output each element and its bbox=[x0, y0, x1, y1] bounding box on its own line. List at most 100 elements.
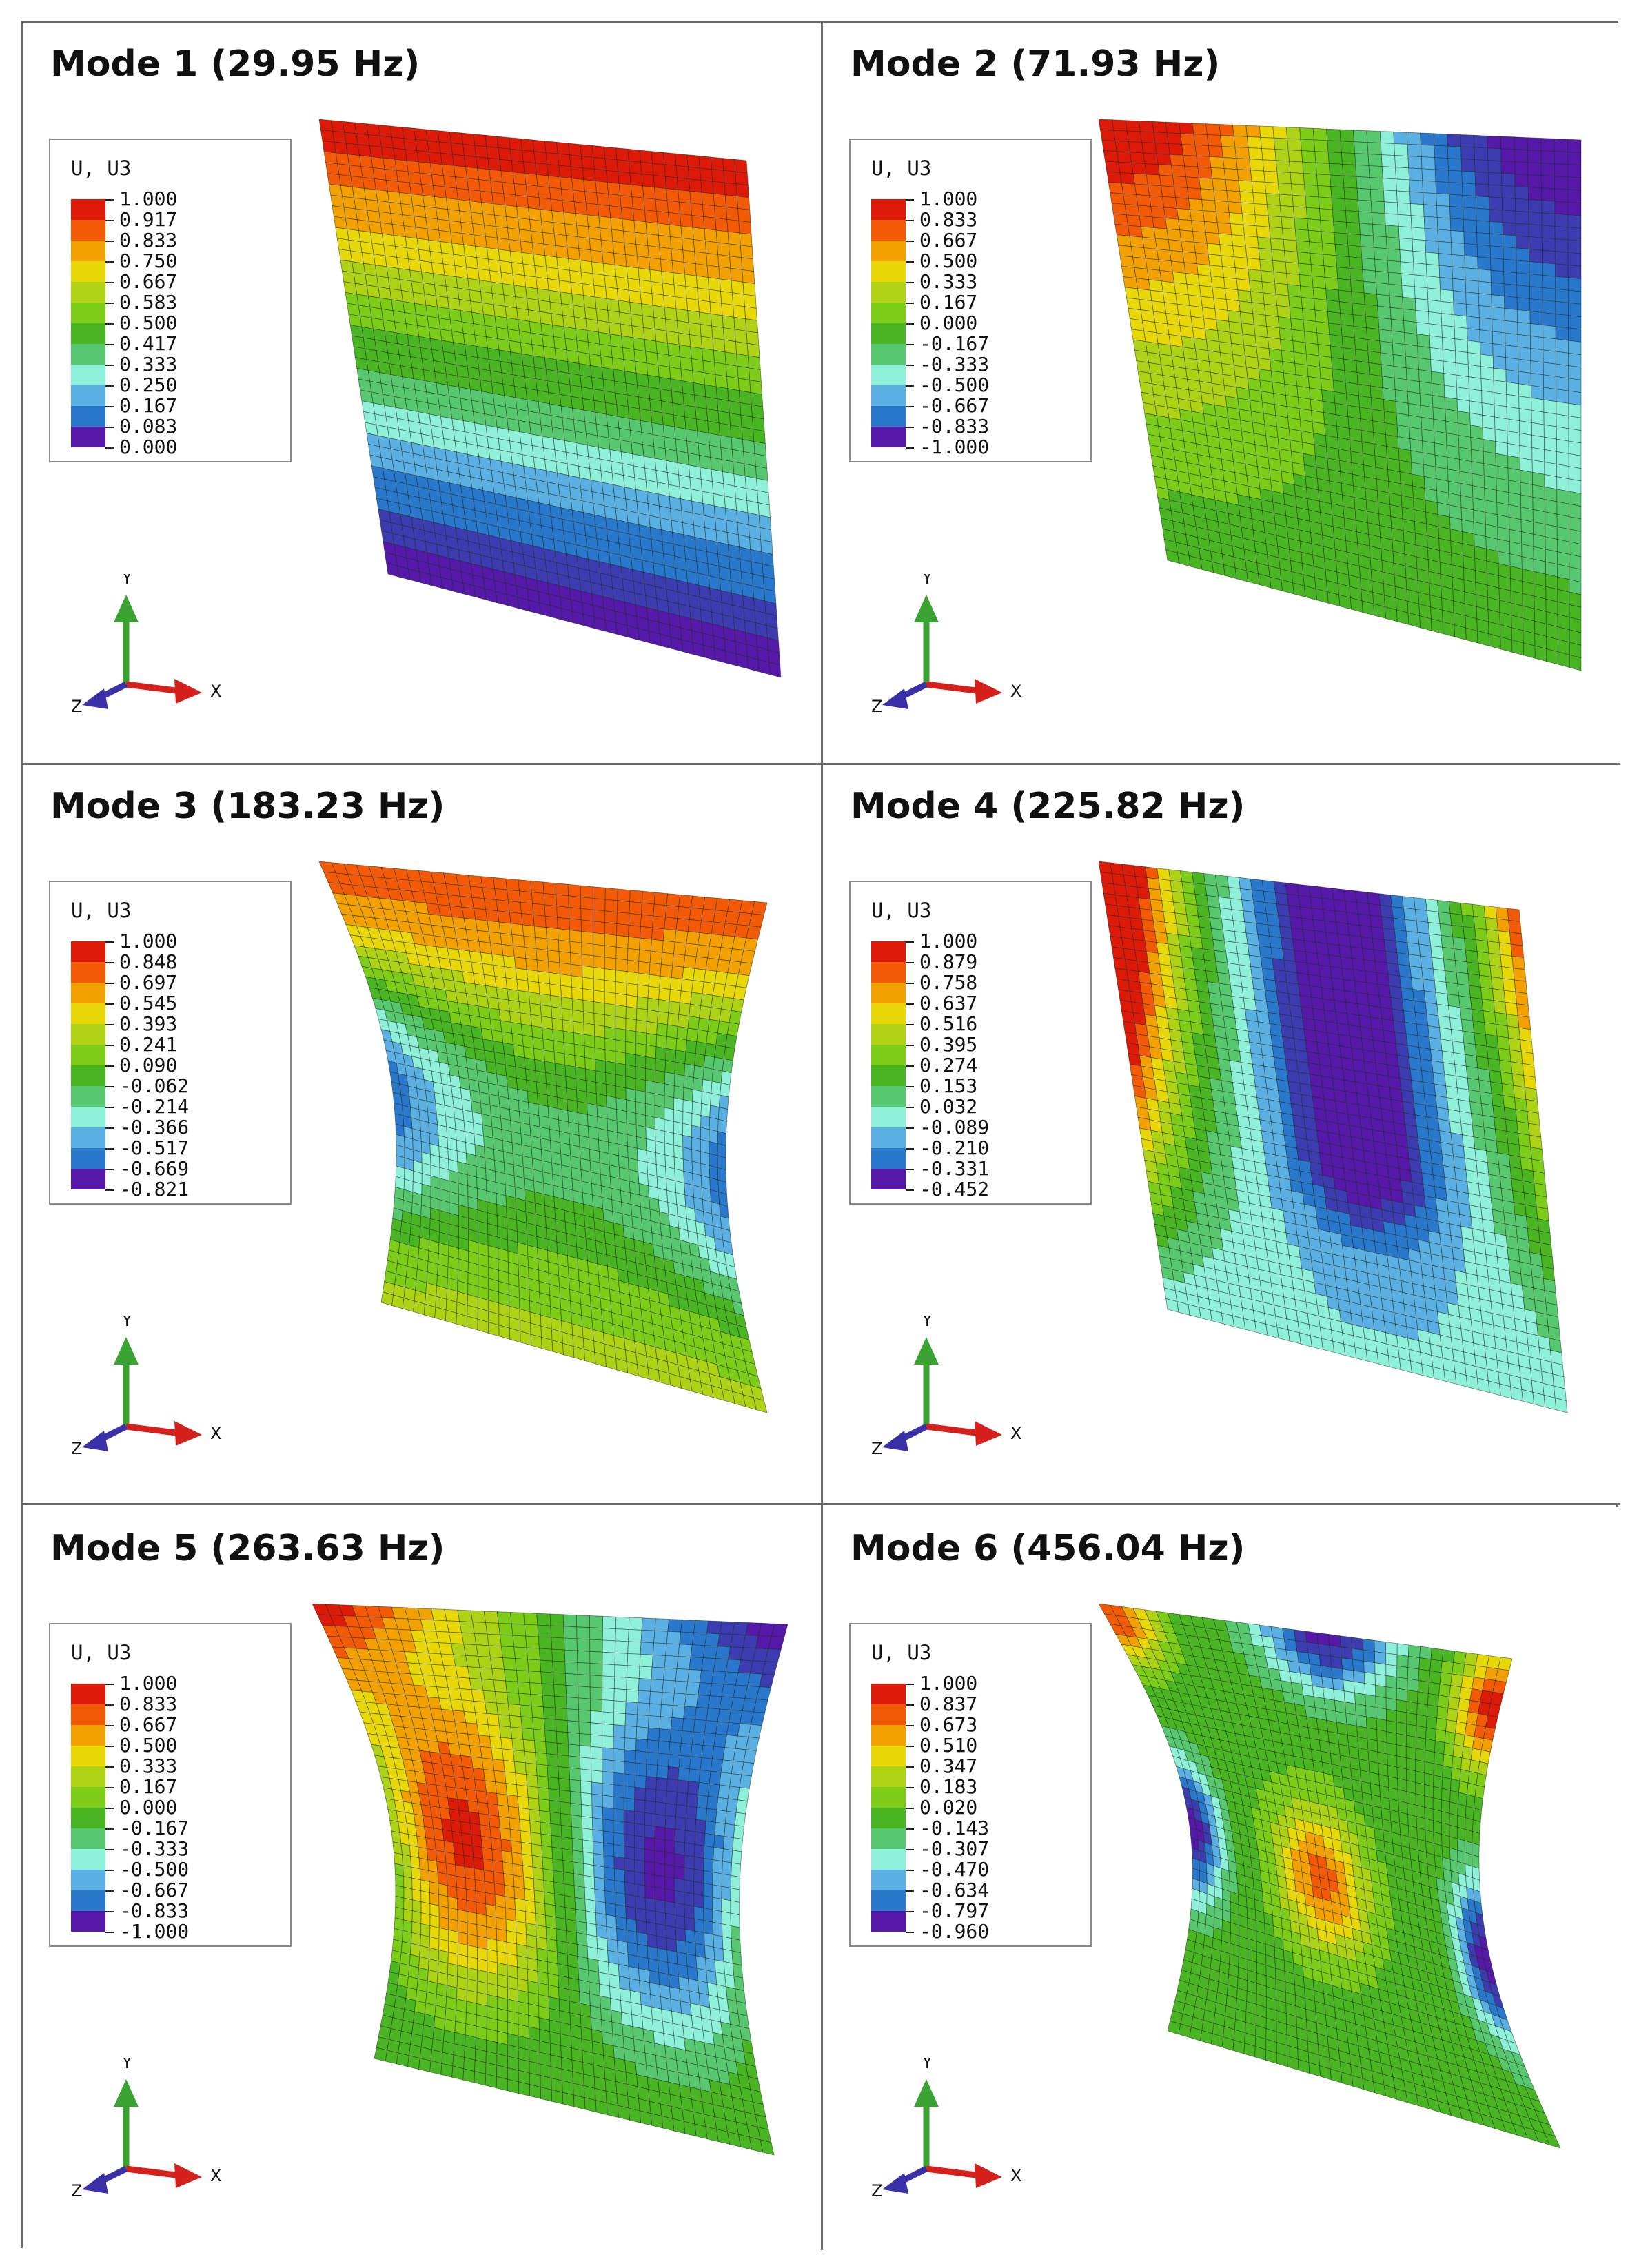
mesh-element bbox=[642, 315, 655, 330]
mesh-element bbox=[1443, 373, 1457, 388]
mesh-element bbox=[405, 236, 419, 250]
mesh-element bbox=[1348, 256, 1363, 270]
legend-swatch bbox=[871, 1148, 906, 1169]
mesh-element bbox=[664, 1118, 674, 1134]
mesh-element bbox=[684, 1051, 696, 1066]
mesh-element bbox=[1228, 201, 1243, 214]
mode-shape-contour bbox=[1099, 119, 1582, 671]
mesh-element bbox=[647, 1009, 659, 1024]
mesh-element bbox=[1382, 928, 1396, 942]
mesh-element bbox=[1202, 948, 1216, 962]
mesh-element bbox=[1108, 925, 1122, 939]
mesh-element bbox=[1487, 147, 1502, 162]
mesh-element bbox=[737, 378, 751, 393]
mesh-element bbox=[1367, 339, 1381, 354]
mesh-element bbox=[551, 1006, 563, 1021]
mesh-element bbox=[1277, 316, 1292, 330]
legend-swatch bbox=[871, 323, 906, 344]
mesh-element bbox=[1503, 258, 1517, 274]
mesh-element bbox=[697, 287, 711, 303]
mesh-element bbox=[562, 1019, 574, 1034]
mesh-element bbox=[685, 286, 699, 300]
mesh-element bbox=[1543, 424, 1557, 440]
mesh-element bbox=[1313, 139, 1329, 153]
mesh-element bbox=[1301, 917, 1315, 932]
mesh-element bbox=[389, 125, 405, 139]
mesh-element bbox=[722, 327, 736, 343]
mesh-element bbox=[1357, 199, 1372, 213]
mesh-element bbox=[624, 242, 638, 257]
mesh-element bbox=[1144, 163, 1160, 176]
mesh-element bbox=[675, 918, 690, 932]
mesh-element bbox=[1554, 238, 1569, 253]
mesh-element bbox=[670, 378, 684, 394]
mesh-element bbox=[1251, 889, 1265, 903]
mesh-element bbox=[1428, 311, 1443, 326]
mesh-element bbox=[1191, 220, 1206, 233]
mesh-element bbox=[689, 178, 702, 193]
mesh-element bbox=[1431, 382, 1445, 398]
mesh-element bbox=[1214, 950, 1228, 963]
mesh-element bbox=[1254, 203, 1269, 216]
legend-tick bbox=[105, 220, 114, 221]
mesh-element bbox=[626, 983, 638, 997]
mesh-element bbox=[1300, 285, 1314, 299]
mesh-element bbox=[689, 907, 704, 921]
legend-tick bbox=[906, 344, 914, 345]
mesh-element bbox=[582, 1011, 595, 1025]
legend-swatch bbox=[71, 1127, 105, 1148]
mesh-element bbox=[1514, 979, 1528, 994]
mesh-element bbox=[707, 277, 721, 292]
mesh-element bbox=[1329, 334, 1343, 348]
mesh-element bbox=[1261, 879, 1276, 893]
mesh-element bbox=[1289, 161, 1304, 174]
color-legend: U, U3 1.000 0.917 0.833 0.750 0.667 0.583 0.500… bbox=[49, 139, 292, 462]
mesh-element bbox=[475, 919, 489, 932]
mesh-element bbox=[1406, 379, 1421, 394]
mesh-element bbox=[1123, 875, 1137, 888]
mesh-element bbox=[644, 210, 658, 224]
mesh-element bbox=[1197, 915, 1212, 929]
mesh-element bbox=[1494, 429, 1508, 444]
mesh-element bbox=[1288, 295, 1303, 309]
mesh-element bbox=[1530, 373, 1545, 388]
mesh-element bbox=[638, 267, 651, 282]
mesh-element bbox=[1332, 888, 1346, 901]
mesh-element bbox=[1389, 295, 1404, 309]
mesh-element bbox=[1514, 198, 1529, 213]
mesh-element bbox=[593, 1012, 605, 1027]
mesh-element bbox=[687, 1016, 700, 1030]
mesh-element bbox=[453, 254, 467, 268]
mesh-element bbox=[508, 999, 521, 1014]
mesh-element bbox=[1464, 255, 1478, 269]
axis-label-z: Z bbox=[71, 697, 82, 716]
axis-label-z: Z bbox=[71, 1439, 82, 1458]
mesh-element bbox=[1349, 267, 1364, 282]
mesh-element bbox=[1275, 160, 1291, 173]
mesh-element bbox=[1516, 260, 1530, 275]
mesh-element bbox=[615, 1004, 627, 1019]
mesh-element bbox=[529, 1003, 542, 1017]
mesh-element bbox=[1394, 155, 1409, 169]
mesh-element bbox=[1433, 133, 1448, 147]
mesh-element bbox=[1123, 276, 1138, 289]
mesh-element bbox=[1316, 332, 1331, 347]
mesh-element bbox=[525, 958, 538, 972]
legend-tick bbox=[105, 962, 114, 963]
mesh-element bbox=[1368, 165, 1383, 179]
mesh-element bbox=[680, 368, 694, 383]
legend-swatch bbox=[71, 1107, 105, 1127]
mesh-element bbox=[522, 263, 537, 278]
mesh-element bbox=[654, 1093, 665, 1108]
mesh-element bbox=[558, 939, 571, 954]
mesh-element bbox=[1389, 307, 1405, 321]
mesh-element bbox=[1481, 402, 1495, 418]
mesh-element bbox=[675, 153, 689, 167]
mesh-element bbox=[1189, 936, 1203, 950]
legend-swatch bbox=[871, 941, 906, 962]
mesh-element bbox=[582, 977, 594, 991]
mesh-element bbox=[562, 314, 576, 329]
mesh-element bbox=[1401, 285, 1416, 299]
mesh-element bbox=[709, 1105, 720, 1120]
mesh-element bbox=[1370, 200, 1385, 214]
